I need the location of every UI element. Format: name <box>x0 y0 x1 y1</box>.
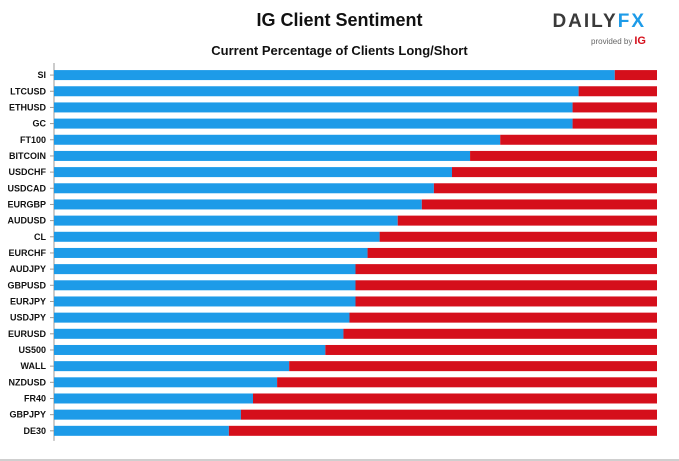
bar-long <box>54 134 501 145</box>
logo-brand-left: DAILY <box>552 11 618 32</box>
bar-short <box>277 377 657 388</box>
bar-long <box>54 361 290 372</box>
bar-long <box>54 102 573 113</box>
ig-logo: IG <box>634 35 646 47</box>
category-tick-label: ETHUSD <box>9 102 47 112</box>
bar-long <box>54 328 344 339</box>
bar-long <box>54 247 368 258</box>
bar-short <box>572 102 657 113</box>
category-tick-label: AUDJPY <box>9 264 46 274</box>
bar-short <box>572 118 657 129</box>
bar-long <box>54 280 356 291</box>
bar-short <box>343 328 657 339</box>
category-tick-label: USDCAD <box>7 183 46 193</box>
bar-short <box>397 215 657 226</box>
bar-long <box>54 150 471 161</box>
bar-long <box>54 86 579 97</box>
category-tick-label: EURUSD <box>8 329 47 339</box>
bar-short <box>240 409 657 420</box>
bar-short <box>500 134 657 145</box>
category-tick-label: EURCHF <box>9 248 47 258</box>
bar-short <box>379 231 657 242</box>
bar-short <box>228 425 657 436</box>
category-tick-label: FR40 <box>24 393 46 403</box>
bar-short <box>421 199 657 210</box>
category-tick-label: GBPJPY <box>9 410 46 420</box>
bar-long <box>54 312 350 323</box>
bar-short <box>578 86 657 97</box>
dailyfx-logo: DAILYFX provided by IG <box>552 11 656 47</box>
category-tick-label: EURGBP <box>7 199 46 209</box>
logo-wordmark: DAILYFX <box>552 11 646 33</box>
bar-long <box>54 183 434 194</box>
category-tick-label: GBPUSD <box>7 280 46 290</box>
bar-short <box>451 167 657 178</box>
bar-long <box>54 167 452 178</box>
category-tick-label: LTCUSD <box>10 86 46 96</box>
bar-short <box>614 70 657 81</box>
category-tick-label: NZDUSD <box>9 377 47 387</box>
bar-short <box>355 280 657 291</box>
chart-subtitle: Current Percentage of Clients Long/Short <box>211 43 468 58</box>
bar-long <box>54 118 573 129</box>
category-tick-label: FT100 <box>20 135 46 145</box>
category-tick-label: USDJPY <box>10 313 46 323</box>
category-tick-label: DE30 <box>23 426 46 436</box>
bar-short <box>252 393 658 404</box>
bar-short <box>349 312 657 323</box>
bar-long <box>54 215 398 226</box>
category-tick-label: AUDUSD <box>7 216 46 226</box>
bar-long <box>54 70 615 81</box>
bar-long <box>54 199 422 210</box>
bar-long <box>54 409 241 420</box>
logo-provided-by-text: provided by <box>591 37 633 46</box>
bar-long <box>54 264 356 275</box>
bar-short <box>289 361 657 372</box>
chart-title: IG Client Sentiment <box>256 10 423 30</box>
category-tick-label: USDCHF <box>9 167 47 177</box>
category-tick-label: SI <box>37 70 46 80</box>
bar-long <box>54 377 278 388</box>
logo-provided-by: provided by IG <box>591 35 646 47</box>
category-tick-label: EURJPY <box>10 296 46 306</box>
bar-long <box>54 231 380 242</box>
bar-short <box>470 150 657 161</box>
bar-long <box>54 393 253 404</box>
bar-short <box>355 264 657 275</box>
bar-long <box>54 344 326 355</box>
logo-brand-right: FX <box>617 11 646 32</box>
bar-short <box>433 183 657 194</box>
category-tick-label: GC <box>33 119 47 129</box>
bar-short <box>367 247 657 258</box>
category-tick-label: BITCOIN <box>9 151 46 161</box>
bar-long <box>54 296 356 307</box>
category-tick-label: CL <box>34 232 46 242</box>
bar-short <box>325 344 657 355</box>
category-tick-label: WALL <box>21 361 47 371</box>
bar-long <box>54 425 229 436</box>
bottom-divider <box>0 459 679 461</box>
category-tick-label: US500 <box>18 345 46 355</box>
bar-short <box>355 296 657 307</box>
